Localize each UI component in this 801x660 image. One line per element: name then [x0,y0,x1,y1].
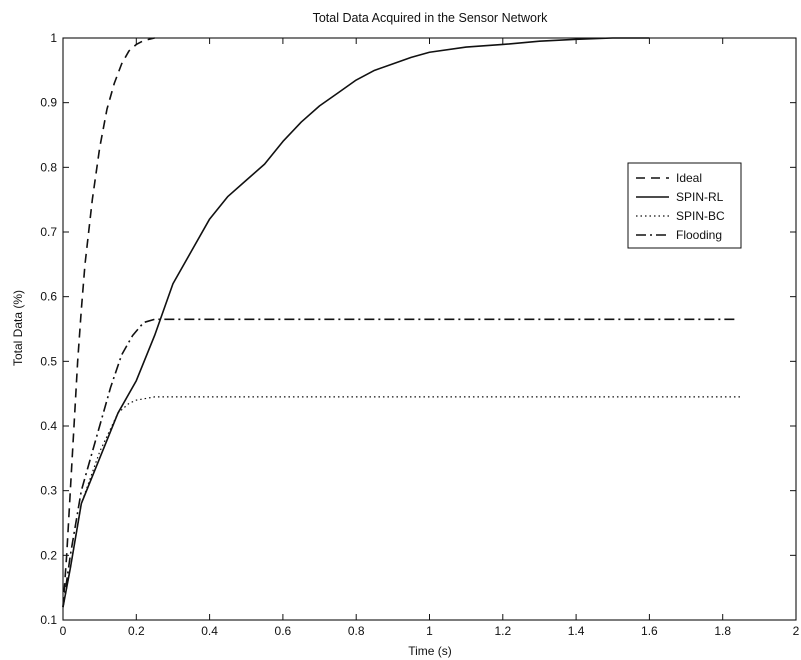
x-tick-label: 1.6 [641,624,658,638]
y-tick-label: 0.6 [40,290,57,304]
legend-label-spin-rl: SPIN-RL [676,190,724,204]
axis-ticks [62,37,797,621]
y-tick-label: 0.4 [40,419,57,433]
x-tick-label: 0.4 [201,624,218,638]
x-tick-label: 0.8 [348,624,365,638]
y-tick-label: 0.8 [40,160,57,174]
y-axis-label: Total Data (%) [11,290,25,366]
legend-label-ideal: Ideal [676,171,702,185]
x-axis-label: Time (s) [408,644,452,658]
legend-label-spin-bc: SPIN-BC [676,209,725,223]
y-tick-label: 0.1 [40,613,57,627]
legend: Ideal SPIN-RL SPIN-BC Flooding [627,162,742,249]
series-lines [62,37,742,608]
x-tick-label: 0.6 [275,624,292,638]
x-tick-label: 1.2 [494,624,511,638]
series-line-flooding [62,318,738,608]
y-tick-label: 0.9 [40,96,57,110]
y-tick-label: 0.3 [40,484,57,498]
y-tick-label: 0.7 [40,225,57,239]
axis-tick-labels: 0 0.2 0.4 0.6 0.8 1 1.2 1.4 1.6 1.8 2 0.1 0.2 0.3 0.4 0… [40,31,799,638]
y-tick-label: 0.2 [40,548,57,562]
x-tick-label: 2 [793,624,800,638]
x-tick-label: 1 [426,624,433,638]
x-tick-label: 1.4 [568,624,585,638]
series-line-spin-bc [62,396,742,608]
x-tick-label: 0.2 [128,624,145,638]
series-line-spin-rl [62,37,650,608]
x-tick-label: 0 [60,624,67,638]
legend-label-flooding: Flooding [676,228,722,242]
chart-title: Total Data Acquired in the Sensor Networ… [313,11,549,25]
x-tick-label: 1.8 [714,624,731,638]
legend-box [627,162,742,249]
legend-items: Ideal SPIN-RL SPIN-BC Flooding [636,171,725,242]
y-tick-label: 0.5 [40,354,57,368]
y-tick-label: 1 [50,31,57,45]
